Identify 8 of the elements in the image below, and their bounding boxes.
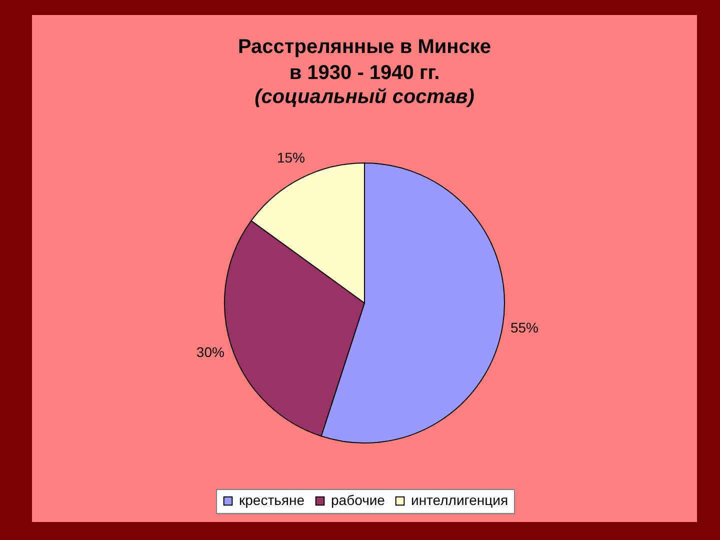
data-label: 55%: [510, 319, 539, 336]
legend-label: рабочие: [331, 492, 386, 508]
legend-label: крестьяне: [239, 492, 305, 508]
chart-subtitle: (социальный состав): [254, 86, 475, 108]
data-label: 15%: [276, 150, 305, 166]
data-label: 30%: [196, 344, 224, 360]
chart-title: Расстрелянные в Минске в 1930 - 1940 гг.: [238, 36, 492, 84]
legend-label: интеллигенция: [411, 492, 508, 508]
